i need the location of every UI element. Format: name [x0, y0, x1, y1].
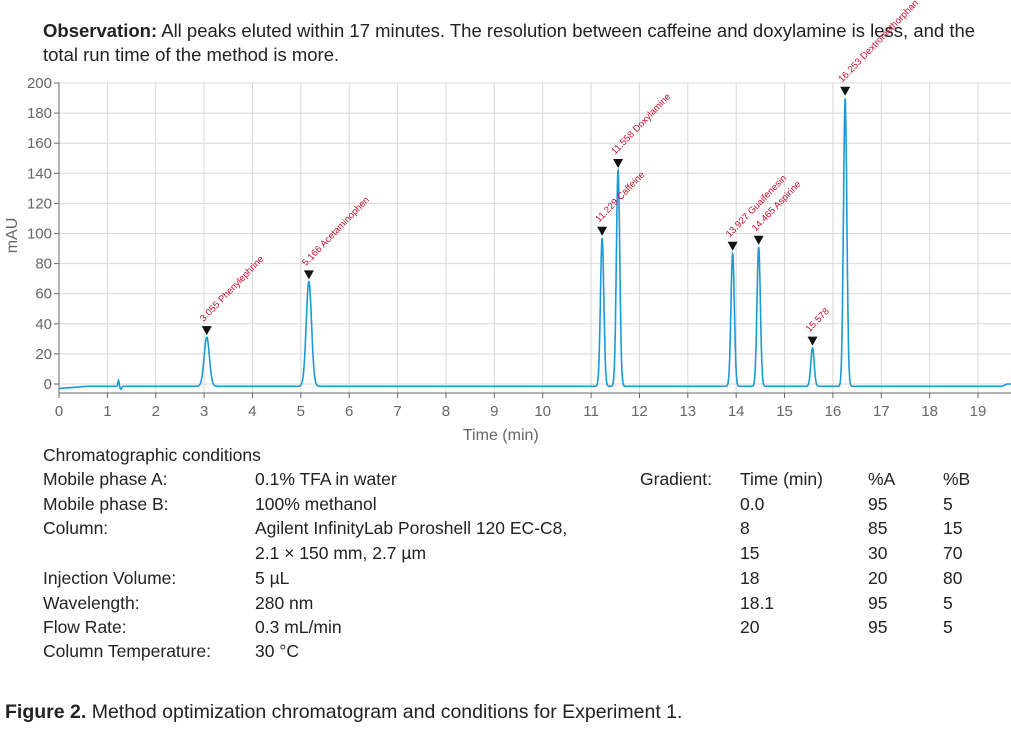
- y-axis-label: mAU: [4, 218, 21, 254]
- x-tick-label: 12: [631, 403, 648, 420]
- gradient-cell: 80: [943, 568, 963, 588]
- x-tick-label: 6: [345, 403, 353, 420]
- x-tick-label: 3: [200, 403, 208, 420]
- y-tick-label: 200: [27, 75, 52, 92]
- y-tick-label: 160: [27, 135, 52, 152]
- gradient-cell: 30: [868, 543, 888, 563]
- gradient-cell: 15: [740, 543, 760, 563]
- gradient-header: Time (min): [740, 469, 823, 489]
- x-tick-label: 17: [873, 403, 890, 420]
- gradient-cell: 20: [740, 617, 760, 637]
- y-tick-label: 80: [35, 256, 52, 273]
- gradient-header: %A: [868, 469, 896, 489]
- x-tick-label: 5: [297, 403, 305, 420]
- peak-label: 16.253 Dextromethorphan: [836, 0, 921, 85]
- condition-label: Column:: [43, 518, 109, 538]
- peak-marker: [727, 241, 738, 251]
- figure-caption: Figure 2. Method optimization chromatogr…: [5, 701, 682, 724]
- x-tick-label: 11: [583, 403, 599, 420]
- gradient-cell: 5: [943, 593, 953, 613]
- gradient-cell: 85: [868, 518, 888, 538]
- gradient-cell: 5: [943, 494, 953, 514]
- x-tick-label: 16: [825, 403, 842, 420]
- peak-label: 3.055 Phenylephrine: [198, 254, 266, 324]
- condition-value: 0.1% TFA in water: [255, 469, 397, 489]
- x-tick-label: 2: [152, 403, 160, 420]
- peak-marker: [597, 226, 608, 236]
- y-tick-label: 100: [27, 226, 52, 243]
- gradient-cell: 95: [868, 593, 888, 613]
- condition-value: 5 µL: [255, 568, 290, 588]
- x-axis-label: Time (min): [463, 427, 539, 444]
- y-tick-label: 40: [35, 316, 52, 333]
- gradient-cell: 95: [868, 617, 888, 637]
- y-tick-label: 180: [27, 105, 52, 122]
- peak-marker: [201, 326, 212, 336]
- y-tick-label: 60: [35, 286, 52, 303]
- x-tick-label: 7: [393, 403, 401, 420]
- y-tick-label: 20: [35, 346, 52, 363]
- x-tick-label: 14: [728, 403, 745, 420]
- condition-label: Mobile phase A:: [43, 469, 168, 489]
- peak-marker: [303, 270, 314, 280]
- observation-body: All peaks eluted within 17 minutes. The …: [43, 20, 976, 65]
- condition-label: Flow Rate:: [43, 617, 127, 637]
- condition-value: 280 nm: [255, 593, 314, 613]
- peak-label: 5.166 Acetaminophen: [300, 195, 372, 269]
- x-tick-label: 0: [55, 403, 63, 420]
- observation-label: Observation:: [43, 20, 158, 41]
- peak-label: 15.578: [804, 306, 832, 335]
- chromatogram-trace: [59, 98, 1011, 391]
- y-tick-label: 140: [27, 165, 52, 182]
- gradient-label: Gradient:: [640, 469, 712, 489]
- chromatogram: 0 1 2 3 4 5 6 7 8 9 10 11 12 13 14 15 16 17 18 190204060801…: [4, 0, 1011, 444]
- conditions-heading: Chromatographic conditions: [43, 445, 261, 465]
- peak-label: 11.558 Doxylamine: [609, 91, 673, 157]
- peak-marker: [613, 159, 624, 169]
- x-tick-label: 4: [248, 403, 256, 420]
- observation-text: Observation: All peaks eluted within 17 …: [43, 19, 1003, 67]
- gradient-cell: 70: [943, 543, 963, 563]
- condition-value: 2.1 × 150 mm, 2.7 µm: [255, 543, 427, 563]
- condition-label: Mobile phase B:: [43, 494, 169, 514]
- gradient-cell: 8: [740, 518, 750, 538]
- condition-label: Column Temperature:: [43, 641, 211, 661]
- condition-value: 30 °C: [255, 641, 299, 661]
- y-tick-label: 120: [27, 195, 52, 212]
- caption-text: Method optimization chromatogram and con…: [86, 701, 683, 723]
- x-tick-label: 15: [776, 403, 793, 420]
- gradient-cell: 5: [943, 617, 953, 637]
- x-tick-label: 8: [442, 403, 450, 420]
- condition-value: Agilent InfinityLab Poroshell 120 EC-C8,: [255, 518, 568, 538]
- condition-label: Wavelength:: [43, 593, 140, 613]
- x-tick-label: 1: [103, 403, 111, 420]
- condition-value: 100% methanol: [255, 494, 377, 514]
- x-tick-label: 13: [679, 403, 696, 420]
- peak-marker: [840, 86, 851, 96]
- gradient-cell: 20: [868, 568, 888, 588]
- peak-marker: [753, 235, 764, 245]
- x-tick-label: 19: [970, 403, 987, 420]
- y-tick-label: 0: [44, 376, 52, 393]
- gradient-cell: 0.0: [740, 494, 765, 514]
- gradient-header: %B: [943, 469, 971, 489]
- gradient-cell: 18: [740, 568, 760, 588]
- condition-label: Injection Volume:: [43, 568, 177, 588]
- x-tick-label: 10: [534, 403, 551, 420]
- peak-marker: [807, 336, 818, 346]
- gradient-cell: 95: [868, 494, 888, 514]
- condition-value: 0.3 mL/min: [255, 617, 342, 637]
- gradient-cell: 18.1: [740, 593, 775, 613]
- caption-label: Figure 2.: [5, 701, 87, 723]
- x-tick-label: 9: [490, 403, 498, 420]
- x-tick-label: 18: [921, 403, 938, 420]
- gradient-cell: 15: [943, 518, 963, 538]
